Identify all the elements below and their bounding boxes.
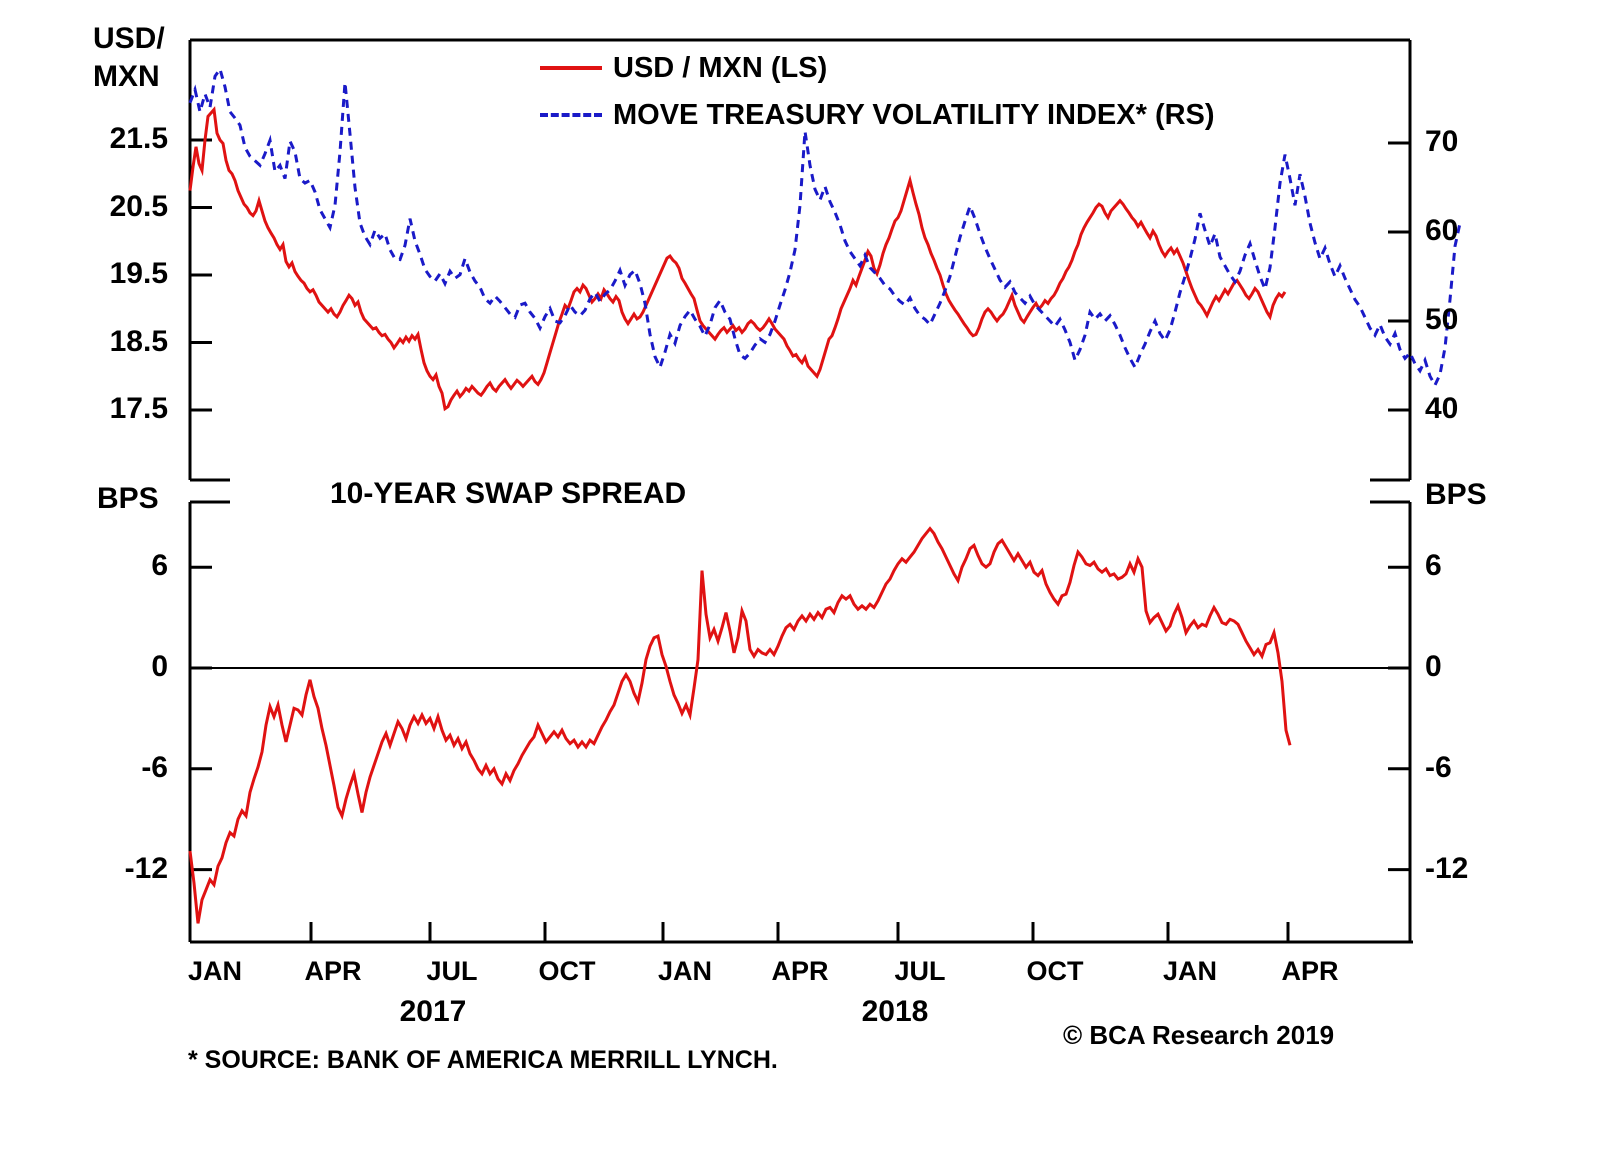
bps-label-left: BPS <box>97 482 159 515</box>
x-axis-month-label: JUL <box>426 956 478 986</box>
x-axis-year-label: 2017 <box>399 995 467 1028</box>
left-tick-label: 6 <box>151 549 168 583</box>
x-axis-month-label: APR <box>771 956 829 986</box>
left-tick-label: 21.5 <box>109 122 168 155</box>
right-tick-label: 6 <box>1425 549 1442 583</box>
right-tick-label: 50 <box>1425 303 1459 336</box>
x-axis-month-label: JUL <box>894 956 946 986</box>
bps-label-right: BPS <box>1425 478 1487 511</box>
right-tick-label: 40 <box>1425 392 1459 425</box>
left-tick-label: 19.5 <box>109 257 168 290</box>
x-axis-month-label: OCT <box>1026 956 1084 986</box>
right-tick-label: 60 <box>1425 214 1459 247</box>
usdmxn-series <box>188 526 1292 924</box>
legend-usdmxn-line-icon <box>540 66 602 70</box>
move-index-series <box>188 65 1462 389</box>
left-tick-label: 18.5 <box>109 324 168 358</box>
legend-usdmxn-label: USD / MXN (LS) <box>613 52 828 84</box>
x-axis-month-label: OCT <box>538 956 596 986</box>
panel2-title: 10-YEAR SWAP SPREAD <box>330 477 687 510</box>
left-tick-label: 17.5 <box>109 392 168 425</box>
left-tick-label: 20.5 <box>109 189 168 223</box>
x-axis-month-label: JAN <box>1162 956 1217 986</box>
x-axis-month-label: APR <box>1281 956 1339 986</box>
right-tick-label: 70 <box>1425 125 1459 158</box>
x-axis-month-label: JAN <box>657 956 712 986</box>
x-axis-year-label: 2018 <box>861 995 929 1028</box>
right-tick-label: -6 <box>1425 750 1452 784</box>
left-tick-label: 0 <box>151 650 168 683</box>
right-tick-label: -12 <box>1425 851 1469 885</box>
x-axis-month-label: APR <box>304 956 362 986</box>
left-tick-label: -12 <box>124 851 168 885</box>
usdmxn-series <box>188 106 1287 412</box>
left-tick-label: -6 <box>141 750 168 784</box>
legend-move-line-icon <box>540 113 602 117</box>
left-axis-title-line2: MXN <box>93 60 160 93</box>
left-axis-title-line1: USD/ <box>93 22 165 55</box>
source-note: * SOURCE: BANK OF AMERICA MERRILL LYNCH. <box>188 1046 778 1074</box>
x-axis-month-label: JAN <box>187 956 242 986</box>
legend-move-label: MOVE TREASURY VOLATILITY INDEX* (RS) <box>613 99 1215 131</box>
copyright-note: © BCA Research 2019 <box>1063 1020 1335 1050</box>
right-tick-label: 0 <box>1425 650 1442 683</box>
